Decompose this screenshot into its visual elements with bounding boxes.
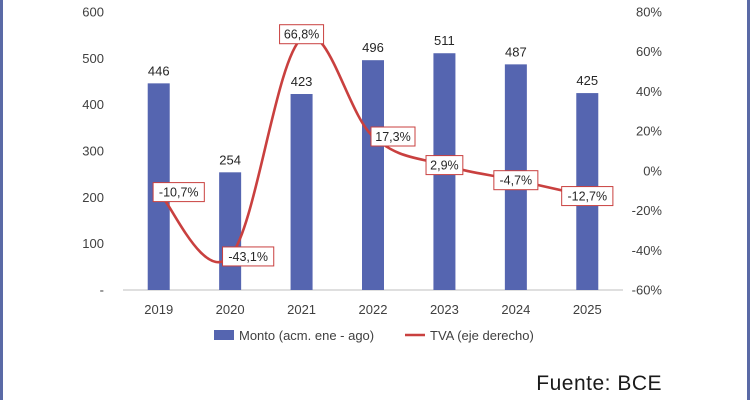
line-value-label: 2,9% xyxy=(430,159,459,173)
line-value-label: -10,7% xyxy=(159,186,199,200)
x-tick-label: 2023 xyxy=(430,302,459,317)
data-labels: 446 254 423 496 511 487 425 -10,7% -43,1% 66,8% 17… xyxy=(148,24,614,267)
x-tick-label: 2024 xyxy=(501,302,530,317)
bar xyxy=(362,60,384,290)
line-label-box xyxy=(279,24,325,45)
bar-value-label: 446 xyxy=(148,63,170,78)
line-label-box xyxy=(152,182,205,203)
line-value-label: -43,1% xyxy=(228,250,268,264)
bar-value-label: 254 xyxy=(219,152,241,167)
line-label-box xyxy=(425,155,464,176)
line-label-box xyxy=(370,126,416,147)
bar-value-label: 425 xyxy=(576,73,598,88)
y-left-tick-label: 100 xyxy=(82,236,104,251)
bar-value-label: 496 xyxy=(362,40,384,55)
bar-value-label: 487 xyxy=(505,44,527,59)
bar-value-label: 423 xyxy=(291,74,313,89)
legend-bar-label: Monto (acm. ene - ago) xyxy=(239,328,374,343)
line-value-label: -12,7% xyxy=(567,190,607,204)
y-right-tick-label: -20% xyxy=(632,203,663,218)
bar xyxy=(219,172,242,290)
line-value-label: -4,7% xyxy=(500,174,533,188)
y-right-tick-label: 40% xyxy=(636,84,662,99)
bar-value-label: 511 xyxy=(434,33,455,48)
source-note: Fuente: BCE xyxy=(536,372,662,395)
bars-series xyxy=(147,53,599,291)
y-left-tick-label: 200 xyxy=(82,190,104,205)
x-tick-label: 2020 xyxy=(216,302,245,317)
x-tick-label: 2022 xyxy=(359,302,388,317)
y-right-tick-label: 80% xyxy=(636,5,662,20)
y-right-tick-label: 20% xyxy=(636,124,662,139)
y-right-tick-label: -40% xyxy=(632,243,663,258)
line-label-box xyxy=(493,170,539,191)
y-left-tick-label: 600 xyxy=(82,5,104,20)
bar xyxy=(290,94,313,290)
y-left-tick-label: 400 xyxy=(82,97,104,112)
y-right-tick-label: 60% xyxy=(636,44,662,59)
axes: - 100 200 300 400 500 600 -60% -40% -20% 0% 20% 40% 6… xyxy=(82,5,662,318)
legend: Monto (acm. ene - ago) TVA (eje derecho) xyxy=(214,328,534,343)
y-right-tick-label: -60% xyxy=(632,283,663,298)
y-left-tick-label: 500 xyxy=(82,51,104,66)
line-value-label: 66,8% xyxy=(284,28,319,42)
y-left-tick-label: 300 xyxy=(82,144,104,159)
line-label-box xyxy=(222,246,275,267)
legend-bar-swatch xyxy=(214,330,234,340)
x-tick-label: 2019 xyxy=(144,302,173,317)
y-right-tick-label: 0% xyxy=(643,163,662,178)
line-value-label: 17,3% xyxy=(375,130,410,144)
legend-line-label: TVA (eje derecho) xyxy=(430,328,534,343)
x-tick-label: 2021 xyxy=(287,302,316,317)
x-tick-label: 2025 xyxy=(573,302,602,317)
y-left-tick-label: - xyxy=(100,283,104,298)
line-label-box xyxy=(561,186,614,207)
